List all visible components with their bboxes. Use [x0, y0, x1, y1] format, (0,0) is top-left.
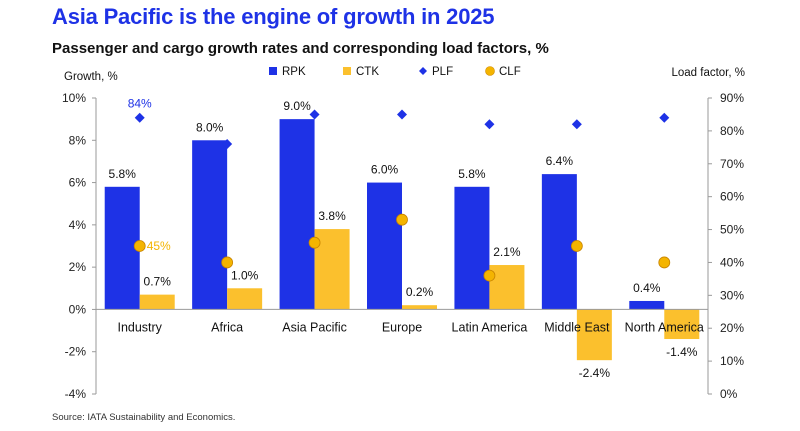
y-tick-label: 10%	[62, 91, 86, 105]
bar-rpk-latin-america	[454, 186, 490, 310]
bar-label-rpk-africa: 8.0%	[196, 120, 224, 134]
legend-label-clf: CLF	[499, 66, 521, 78]
y2-tick-label: 40%	[720, 255, 744, 269]
bar-label-rpk-asia-pacific: 9.0%	[283, 99, 311, 113]
marker-clf-europe	[396, 213, 408, 226]
y-tick-label: 0%	[69, 302, 87, 316]
marker-plf-africa	[222, 139, 233, 150]
bar-label-ctk-middle-east: -2.4%	[579, 366, 611, 380]
x-tick-label-latin-america: Latin America	[452, 320, 528, 334]
y-tick-label: -2%	[65, 345, 87, 359]
marker-plf-latin-america	[484, 119, 495, 130]
marker-plf-asia-pacific	[309, 109, 320, 120]
y2-tick-label: 90%	[720, 91, 744, 105]
bar-label-rpk-north-america: 0.4%	[633, 281, 661, 295]
y2-tick-label: 50%	[720, 223, 744, 237]
bar-label-ctk-europe: 0.2%	[406, 285, 434, 299]
legend-swatch-rpk	[269, 67, 277, 75]
marker-plf-middle-east	[571, 119, 582, 130]
bar-ctk-middle-east	[576, 309, 612, 361]
bar-rpk-industry	[104, 186, 140, 310]
x-tick-label-africa: Africa	[211, 320, 243, 334]
x-tick-label-industry: Industry	[117, 320, 162, 334]
y2-tick-label: 0%	[720, 387, 738, 401]
legend-label-rpk: RPK	[282, 66, 306, 78]
marker-clf-middle-east	[570, 240, 583, 252]
y-tick-label: 2%	[69, 260, 87, 274]
legend-swatch-ctk	[343, 67, 351, 75]
bar-rpk-asia-pacific	[279, 119, 315, 310]
bar-label-rpk-middle-east: 6.4%	[546, 154, 574, 168]
y-tick-label: 4%	[69, 218, 87, 232]
marker-clf-industry	[133, 240, 146, 252]
x-tick-label-middle-east: Middle East	[544, 320, 610, 334]
y2-tick-label: 10%	[720, 354, 744, 368]
bar-ctk-africa	[227, 288, 263, 310]
bar-label-ctk-industry: 0.7%	[144, 275, 172, 289]
bar-rpk-africa	[192, 140, 228, 310]
y-tick-label: 6%	[69, 176, 87, 190]
bar-label-rpk-industry: 5.8%	[109, 167, 137, 181]
bar-label-ctk-asia-pacific: 3.8%	[318, 209, 346, 223]
bar-ctk-europe	[402, 305, 437, 310]
bar-ctk-north-america	[664, 309, 700, 340]
legend-swatch-clf	[485, 66, 495, 76]
x-tick-label-europe: Europe	[382, 320, 422, 334]
y-tick-label: 8%	[69, 133, 87, 147]
page-title: Asia Pacific is the engine of growth in …	[52, 4, 495, 29]
annotation-plf-industry: 84%	[128, 97, 152, 111]
bar-rpk-middle-east	[541, 174, 577, 310]
marker-clf-latin-america	[483, 269, 496, 282]
bar-ctk-industry	[139, 294, 175, 310]
bar-label-ctk-latin-america: 2.1%	[493, 245, 521, 259]
bar-label-rpk-europe: 6.0%	[371, 163, 399, 177]
annotation-clf-industry: 45%	[147, 239, 171, 253]
marker-clf-asia-pacific	[308, 236, 321, 249]
bar-label-rpk-latin-america: 5.8%	[458, 167, 486, 181]
y2-tick-label: 30%	[720, 288, 744, 302]
legend-label-ctk: CTK	[356, 66, 379, 78]
y2-tick-label: 60%	[720, 190, 744, 204]
marker-plf-europe	[397, 109, 407, 120]
legend-label-plf: PLF	[432, 66, 453, 78]
legend-swatch-plf	[419, 67, 427, 75]
marker-plf-north-america	[659, 112, 670, 123]
bar-rpk-north-america	[629, 300, 665, 310]
y-tick-label: -4%	[65, 387, 87, 401]
marker-plf-industry	[134, 112, 145, 123]
x-tick-label-asia-pacific: Asia Pacific	[282, 320, 347, 334]
y2-tick-label: 70%	[720, 157, 744, 171]
x-tick-label-north-america: North America	[625, 320, 704, 334]
marker-clf-africa	[221, 256, 234, 269]
y2-axis-title: Load factor, %	[671, 67, 745, 79]
source-note: Source: IATA Sustainability and Economic…	[52, 412, 236, 423]
bar-label-ctk-north-america: -1.4%	[666, 345, 698, 359]
y2-tick-label: 80%	[720, 124, 744, 138]
bar-label-ctk-africa: 1.0%	[231, 268, 259, 282]
y-axis-title: Growth, %	[64, 71, 118, 83]
y2-tick-label: 20%	[720, 321, 744, 335]
bar-rpk-europe	[367, 182, 402, 310]
chart-subtitle: Passenger and cargo growth rates and cor…	[52, 40, 549, 57]
marker-clf-north-america	[658, 256, 671, 269]
bar-ctk-latin-america	[489, 265, 525, 310]
